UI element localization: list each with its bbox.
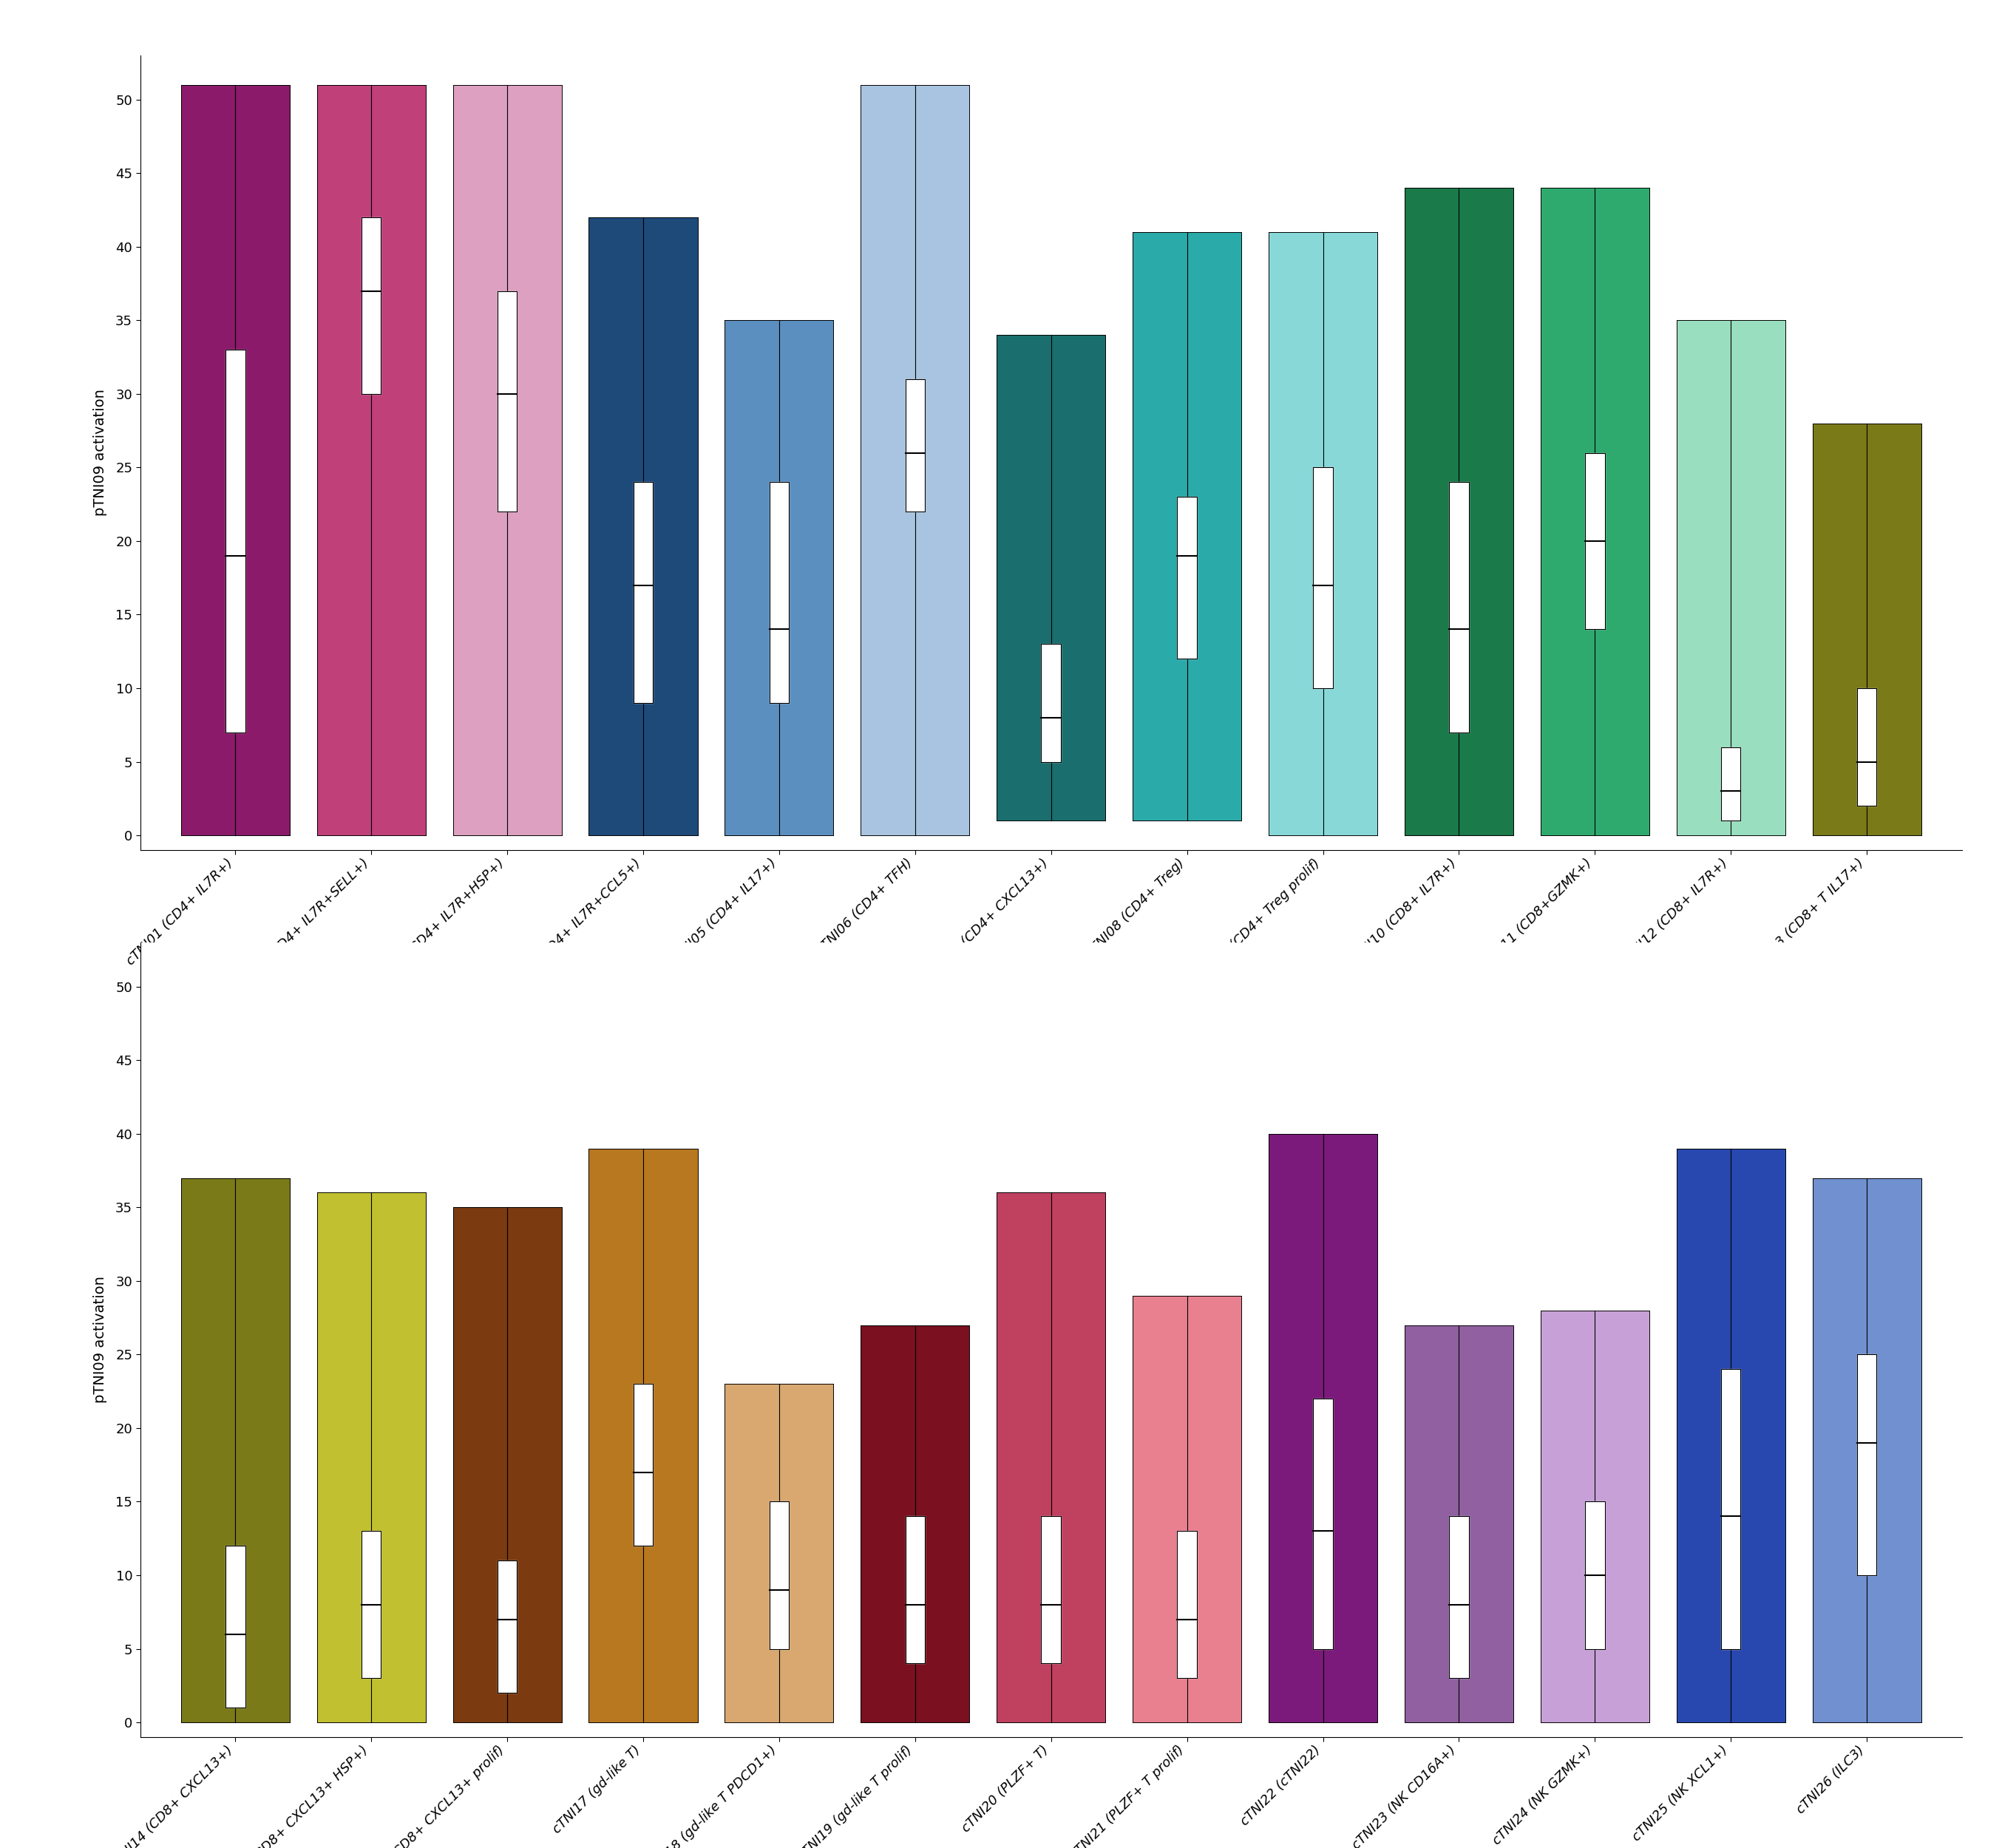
Y-axis label: pTNI09 activation: pTNI09 activation: [94, 1277, 108, 1403]
Y-axis label: pTNI09 activation: pTNI09 activation: [94, 390, 108, 516]
